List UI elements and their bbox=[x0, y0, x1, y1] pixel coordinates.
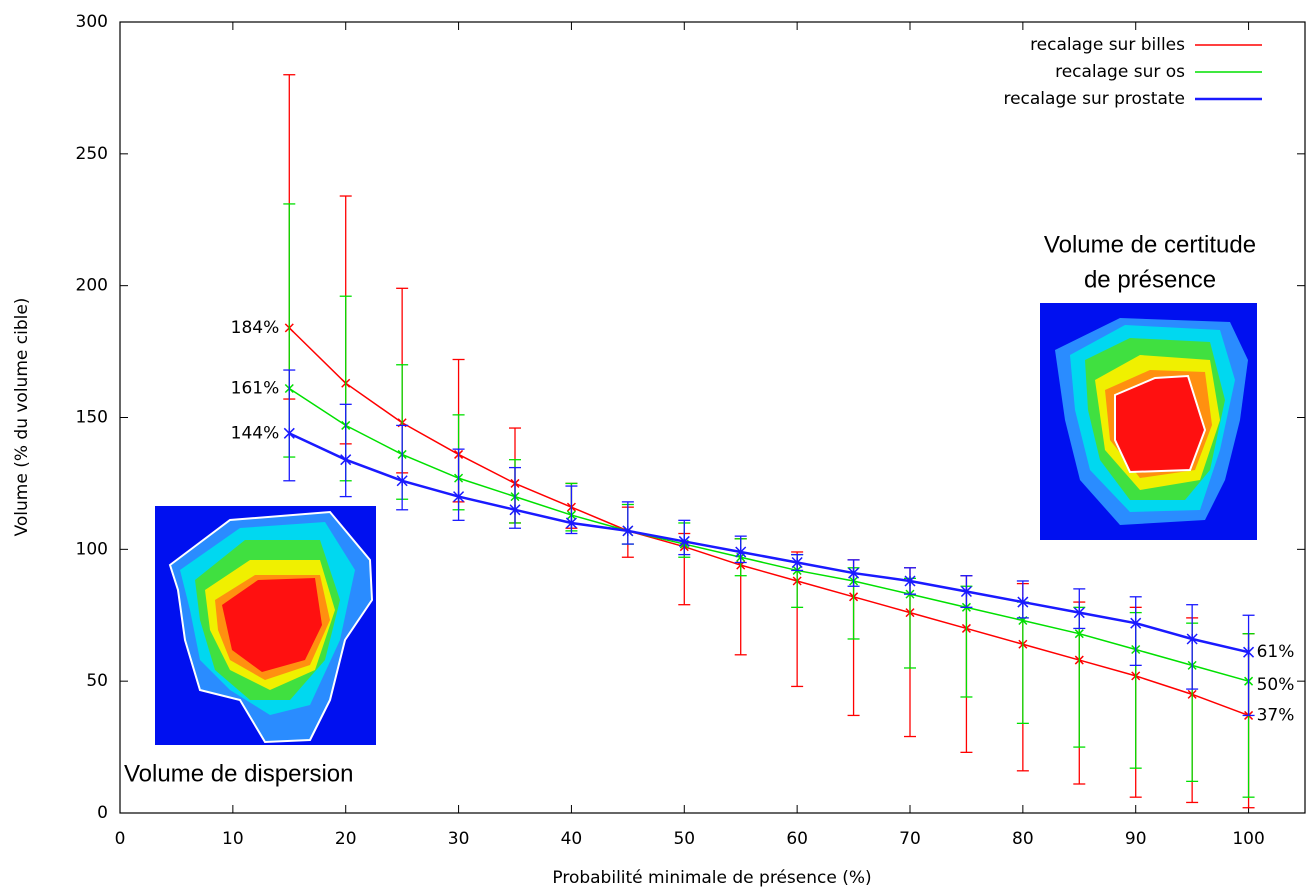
x-tick-label: 60 bbox=[786, 829, 808, 849]
error-bar bbox=[1242, 614, 1255, 717]
error-bar bbox=[339, 403, 352, 498]
point-marker bbox=[1130, 617, 1142, 629]
point-marker bbox=[509, 504, 521, 516]
y-tick-label: 50 bbox=[86, 671, 108, 691]
point-marker bbox=[622, 525, 634, 537]
point-marker bbox=[396, 475, 408, 487]
point-marker bbox=[1073, 607, 1085, 619]
point-marker bbox=[283, 427, 295, 439]
value-label: 161% bbox=[231, 378, 280, 398]
value-label: 50% bbox=[1257, 675, 1295, 695]
x-tick-label: 10 bbox=[222, 829, 244, 849]
inset-certitude: Volume de certitude de présence bbox=[1040, 231, 1257, 540]
legend-label: recalage sur prostate bbox=[1003, 89, 1185, 109]
y-tick-label: 300 bbox=[76, 12, 108, 32]
x-tick-label: 100 bbox=[1232, 829, 1264, 849]
series-line bbox=[288, 327, 1249, 717]
x-axis-label: Probabilité minimale de présence (%) bbox=[552, 868, 871, 888]
error-bar bbox=[1186, 604, 1199, 690]
y-tick-label: 150 bbox=[76, 408, 108, 428]
x-tick-label: 20 bbox=[335, 829, 357, 849]
point-marker bbox=[1186, 633, 1198, 645]
x-tick-label: 80 bbox=[1012, 829, 1034, 849]
point-marker bbox=[960, 585, 972, 598]
x-tick-label: 0 bbox=[115, 829, 126, 849]
value-label: 61% bbox=[1257, 642, 1295, 662]
point-marker bbox=[1017, 596, 1029, 608]
point-marker bbox=[565, 517, 577, 529]
error-bar bbox=[1129, 596, 1142, 666]
value-label: 37% bbox=[1257, 705, 1295, 725]
x-tick-label: 40 bbox=[561, 829, 583, 849]
point-marker bbox=[735, 546, 747, 558]
x-tick-label: 50 bbox=[673, 829, 695, 849]
legend-label: recalage sur billes bbox=[1030, 35, 1185, 55]
x-tick-label: 30 bbox=[448, 829, 470, 849]
x-tick-label: 90 bbox=[1125, 829, 1147, 849]
error-bar bbox=[452, 448, 465, 521]
point-marker bbox=[1243, 646, 1255, 658]
inset-title: de présence bbox=[1084, 266, 1216, 293]
series-line bbox=[288, 387, 1249, 682]
point-marker bbox=[791, 556, 803, 569]
point-marker bbox=[453, 491, 465, 503]
legend-label: recalage sur os bbox=[1055, 62, 1185, 82]
point-marker bbox=[340, 454, 352, 466]
error-bar bbox=[283, 369, 296, 482]
inset-title: Volume de certitude bbox=[1044, 231, 1256, 258]
y-tick-label: 0 bbox=[97, 803, 108, 823]
inset-dispersion: Volume de dispersion bbox=[124, 506, 376, 787]
point-marker bbox=[904, 575, 916, 587]
x-tick-label: 70 bbox=[899, 829, 921, 849]
series-line bbox=[288, 432, 1249, 654]
value-label: 144% bbox=[231, 423, 280, 443]
y-tick-label: 200 bbox=[76, 276, 108, 296]
point-marker bbox=[678, 535, 690, 547]
point-marker bbox=[1074, 629, 1084, 639]
value-label: 184% bbox=[231, 318, 280, 338]
point-marker bbox=[848, 567, 860, 579]
error-bar bbox=[396, 424, 409, 511]
y-tick-label: 250 bbox=[76, 144, 108, 164]
y-axis-label: Volume (% du volume cible) bbox=[12, 298, 32, 537]
error-bar bbox=[509, 466, 521, 529]
inset-title: Volume de dispersion bbox=[124, 760, 353, 787]
error-bar bbox=[621, 501, 634, 545]
y-tick-label: 100 bbox=[76, 539, 108, 559]
